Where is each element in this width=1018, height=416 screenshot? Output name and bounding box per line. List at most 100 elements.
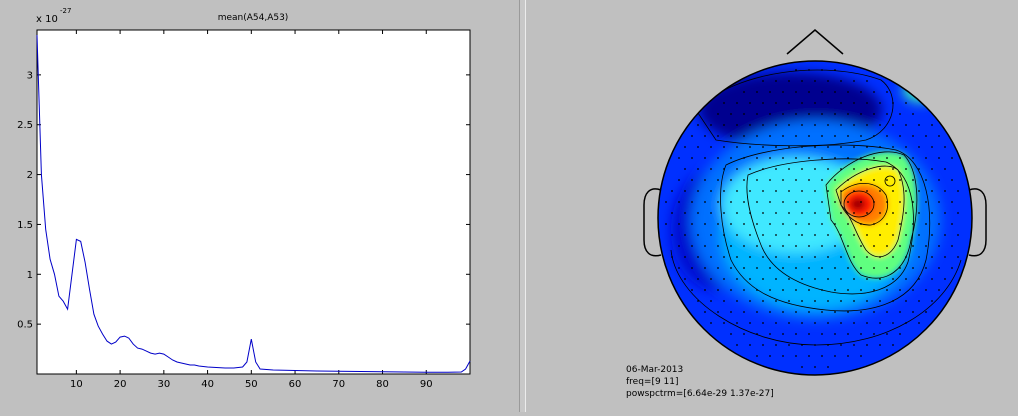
- electrode-dot: [743, 135, 745, 137]
- electrode-dot: [762, 80, 764, 82]
- electrode-dot: [775, 300, 777, 302]
- electrode-dot: [879, 344, 881, 346]
- y-tick-label: 1.5: [17, 220, 33, 231]
- electrode-dot: [782, 311, 784, 313]
- electrode-dot: [938, 289, 940, 291]
- electrode-dot: [814, 212, 816, 214]
- electrode-dot: [749, 168, 751, 170]
- electrode-dot: [827, 344, 829, 346]
- electrode-dot: [840, 256, 842, 258]
- electrode-dot: [873, 113, 875, 115]
- electrode-dot: [821, 311, 823, 313]
- electrode-dot: [821, 113, 823, 115]
- electrode-dot: [847, 91, 849, 93]
- electrode-dot: [775, 344, 777, 346]
- electrode-dot: [801, 278, 803, 280]
- electrode-dot: [749, 124, 751, 126]
- electrode-dot: [886, 289, 888, 291]
- electrode-dot: [782, 91, 784, 93]
- electrode-dot: [866, 300, 868, 302]
- electrode-dot: [717, 223, 719, 225]
- electrode-dot: [736, 124, 738, 126]
- electrode-dot: [892, 322, 894, 324]
- electrode-dot: [905, 278, 907, 280]
- electrode-dot: [795, 333, 797, 335]
- electrode-dot: [795, 311, 797, 313]
- electrode-dot: [762, 234, 764, 236]
- electrode-dot: [879, 300, 881, 302]
- electrode-dot: [697, 300, 699, 302]
- electrode-dot: [912, 201, 914, 203]
- electrode-dot: [821, 135, 823, 137]
- electrode-dot: [866, 212, 868, 214]
- electrode-dot: [892, 256, 894, 258]
- electrode-dot: [684, 234, 686, 236]
- electrode-dot: [691, 223, 693, 225]
- electrode-dot: [808, 245, 810, 247]
- electrode-dot: [756, 289, 758, 291]
- electrode-dot: [853, 234, 855, 236]
- electrode-dot: [925, 289, 927, 291]
- spectrum-line-chart: mean(A54,A53) x 10 -27 10 20 30 40 50 60 70 80 9…: [17, 7, 471, 390]
- electrode-dot: [730, 113, 732, 115]
- electrode-dot: [795, 267, 797, 269]
- electrode-dot: [879, 234, 881, 236]
- electrode-dot: [678, 267, 680, 269]
- electrode-dot: [697, 234, 699, 236]
- electrode-dot: [717, 113, 719, 115]
- electrode-dot: [684, 256, 686, 258]
- electrode-dot: [743, 333, 745, 335]
- electrode-dot: [769, 157, 771, 159]
- electrode-dot: [866, 124, 868, 126]
- electrode-dot: [938, 179, 940, 181]
- electrode-dot: [821, 69, 823, 71]
- electrode-dot: [691, 267, 693, 269]
- electrode-dot: [782, 179, 784, 181]
- electrode-dot: [879, 256, 881, 258]
- electrode-dot: [762, 102, 764, 104]
- electrode-dot: [905, 124, 907, 126]
- electrode-dot: [782, 201, 784, 203]
- electrode-dot: [873, 289, 875, 291]
- electrode-dot: [925, 311, 927, 313]
- electrode-dot: [710, 278, 712, 280]
- electrode-dot: [840, 102, 842, 104]
- electrode-dot: [743, 201, 745, 203]
- electrode-dot: [749, 300, 751, 302]
- electrode-dot: [808, 333, 810, 335]
- electrode-dot: [795, 69, 797, 71]
- electrode-dot: [847, 179, 849, 181]
- electrode-dot: [899, 333, 901, 335]
- electrode-dot: [775, 168, 777, 170]
- electrode-dot: [892, 234, 894, 236]
- electrode-dot: [847, 113, 849, 115]
- electrode-dot: [756, 135, 758, 137]
- electrode-dot: [788, 168, 790, 170]
- electrode-dot: [892, 300, 894, 302]
- electrode-dot: [808, 311, 810, 313]
- electrode-dot: [951, 157, 953, 159]
- electrode-dot: [710, 190, 712, 192]
- x-tick-label: 80: [376, 379, 389, 390]
- electrode-dot: [723, 278, 725, 280]
- electrode-dot: [808, 113, 810, 115]
- electrode-dot: [788, 256, 790, 258]
- electrode-dot: [834, 245, 836, 247]
- electrode-dot: [879, 212, 881, 214]
- electrode-dot: [827, 146, 829, 148]
- electrode-dot: [912, 157, 914, 159]
- electrode-dot: [860, 355, 862, 357]
- electrode-dot: [905, 146, 907, 148]
- electrode-dot: [827, 322, 829, 324]
- electrode-dot: [671, 190, 673, 192]
- electrode-dot: [691, 179, 693, 181]
- electrode-dot: [834, 333, 836, 335]
- electrode-dot: [912, 223, 914, 225]
- electrode-dot: [717, 179, 719, 181]
- electrode-dot: [788, 146, 790, 148]
- electrode-dot: [879, 124, 881, 126]
- y-tick-label: 0.5: [17, 320, 33, 331]
- electrode-dot: [795, 135, 797, 137]
- electrode-dot: [808, 355, 810, 357]
- electrode-dot: [678, 201, 680, 203]
